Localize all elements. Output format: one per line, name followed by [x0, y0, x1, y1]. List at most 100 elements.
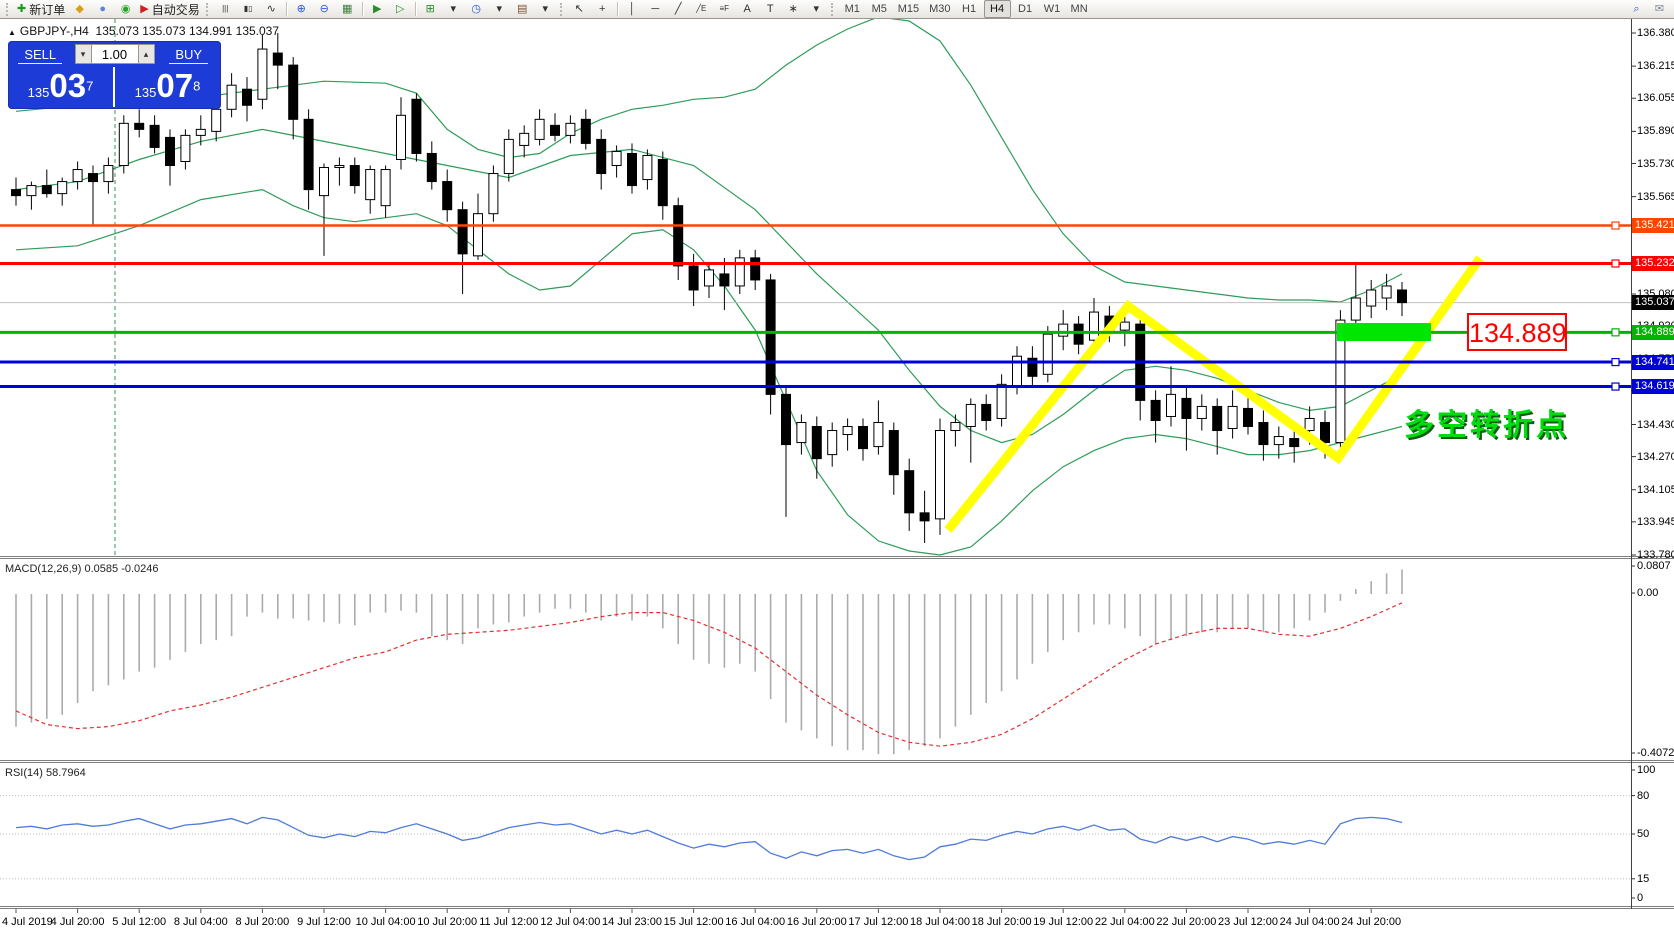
candle: [858, 426, 868, 450]
sell-price[interactable]: 135037: [8, 67, 115, 107]
zoom-in-button[interactable]: ⊕: [291, 1, 312, 17]
candle: [180, 134, 191, 162]
indicators-dropdown-icon: ▾: [450, 3, 456, 15]
templates-dropdown-icon: ▾: [542, 3, 548, 15]
candle: [1042, 333, 1053, 375]
timeframe-h1-button[interactable]: H1: [962, 3, 977, 15]
volume-decrease-button[interactable]: ▾: [74, 44, 92, 64]
candle: [842, 426, 853, 436]
buy-button[interactable]: BUY: [157, 45, 222, 64]
cursor-tool-button[interactable]: ↖: [569, 1, 590, 17]
periods-dropdown[interactable]: ▾: [489, 1, 510, 17]
candle: [1166, 393, 1176, 417]
buy-price[interactable]: 135078: [134, 67, 201, 104]
highlight-rectangle: [1337, 323, 1431, 341]
candle: [811, 426, 822, 460]
ink-style-button[interactable]: ◆: [69, 1, 90, 17]
crosshair-tool-button[interactable]: +: [592, 1, 613, 17]
candle: [473, 213, 483, 257]
text-tool-button[interactable]: A: [737, 1, 758, 17]
timeframe-h4-button[interactable]: H4: [983, 0, 1011, 18]
candle: [426, 152, 437, 183]
channel-tool-icon: ╱E: [696, 4, 707, 13]
candle: [396, 114, 406, 160]
arrows-tool-button[interactable]: ∗: [783, 1, 804, 17]
macd-value: 0.0585: [84, 563, 119, 575]
auto-scroll-button[interactable]: ▶: [367, 1, 388, 17]
arrows-dropdown[interactable]: ▾: [806, 1, 827, 17]
metaeditor-button[interactable]: ●: [92, 1, 113, 17]
signals-icon: ◉: [120, 3, 131, 15]
volume-input[interactable]: [91, 44, 138, 64]
trendline-tool-icon: ╱: [674, 3, 682, 15]
vertical-line-tool-button[interactable]: │: [622, 1, 643, 17]
timeframe-m30-button[interactable]: M30: [929, 3, 951, 15]
chat-button[interactable]: ✉: [1649, 1, 1670, 17]
rsi-axis-label: 100: [1637, 764, 1656, 776]
time-axis-label: 10 Jul 04:00: [355, 916, 416, 928]
toolbar-grip: [205, 2, 210, 16]
templates-dropdown[interactable]: ▾: [535, 1, 556, 17]
time-axis-label: 22 Jul 20:00: [1156, 916, 1217, 928]
signals-button[interactable]: ◉: [115, 1, 136, 17]
channel-tool-button[interactable]: ╱E: [691, 1, 712, 17]
tile-windows-button[interactable]: ▦: [337, 1, 358, 17]
horizontal-line-tool-button[interactable]: ─: [645, 1, 666, 17]
hline-handle: [1611, 221, 1620, 230]
periods-button[interactable]: ◷: [466, 1, 487, 17]
sell-button[interactable]: SELL: [8, 45, 73, 64]
indicators-button[interactable]: ⊞: [420, 1, 441, 17]
bollinger-upper-band: [15, 19, 1403, 303]
zoom-out-button[interactable]: ⊖: [314, 1, 335, 17]
price-tag-134.741: 134.741: [1632, 354, 1674, 370]
crosshair-tool-icon: +: [599, 3, 606, 15]
auto-scroll-icon: ▶: [372, 3, 382, 15]
fibonacci-tool-button[interactable]: ≡F: [714, 1, 735, 17]
chart-shift-button[interactable]: ▷: [390, 1, 411, 17]
time-axis-label: 15 Jul 12:00: [663, 916, 724, 928]
indicators-dropdown[interactable]: ▾: [443, 1, 464, 17]
timeframe-w1-button[interactable]: W1: [1043, 3, 1061, 15]
timeframe-mn-button[interactable]: MN: [1070, 3, 1088, 15]
candlestick-chart-icon: ▮▯: [243, 4, 253, 13]
timeframe-m1-button[interactable]: M1: [844, 3, 860, 15]
horizontal-line-tool-icon: ─: [651, 3, 660, 15]
candle: [1150, 399, 1161, 421]
autotrading-button[interactable]: ▶ 自动交易: [140, 2, 200, 17]
time-axis-label: 8 Jul 20:00: [235, 916, 290, 928]
label-tool-button[interactable]: T: [760, 1, 781, 17]
rsi-value: 58.7964: [45, 767, 86, 779]
candle: [888, 430, 899, 476]
timeframe-d1-button[interactable]: D1: [1018, 3, 1033, 15]
time-axis-label: 16 Jul 20:00: [786, 916, 847, 928]
price-axis-label: 133.780: [1637, 549, 1674, 561]
volume-increase-button[interactable]: ▴: [137, 44, 155, 64]
candlestick-chart-button[interactable]: ▮▯: [238, 1, 259, 17]
price-callout[interactable]: 134.889: [1467, 313, 1567, 351]
toolbar-grip: [6, 2, 10, 16]
new-order-button[interactable]: ✚ 新订单: [17, 2, 66, 17]
line-chart-button[interactable]: ∿: [261, 1, 282, 17]
candle: [1089, 311, 1099, 341]
bar-chart-button[interactable]: |||: [215, 1, 236, 17]
candle: [719, 273, 730, 287]
candle: [950, 421, 961, 432]
symbol-collapse-arrow[interactable]: ▲: [8, 28, 16, 37]
candle: [411, 98, 422, 154]
metaeditor-icon: ●: [99, 3, 107, 15]
candle: [257, 48, 268, 100]
trendline-tool-button[interactable]: ╱: [668, 1, 689, 17]
timeframe-m5-button[interactable]: M5: [871, 3, 887, 15]
candle: [657, 158, 668, 207]
candle: [611, 150, 622, 167]
price-axis-label: 136.380: [1637, 27, 1674, 39]
macd-axis-label: 0.0807: [1637, 560, 1671, 572]
timeframe-m15-button[interactable]: M15: [897, 3, 920, 15]
candle: [1119, 321, 1130, 331]
search-button[interactable]: ⌕: [1626, 1, 1647, 17]
templates-button[interactable]: ▤: [512, 1, 533, 17]
current-price-tag: 135.037: [1632, 295, 1674, 311]
symbol-timeframe: GBPJPY-,H4: [19, 24, 89, 38]
line-chart-icon: ∿: [266, 3, 276, 15]
